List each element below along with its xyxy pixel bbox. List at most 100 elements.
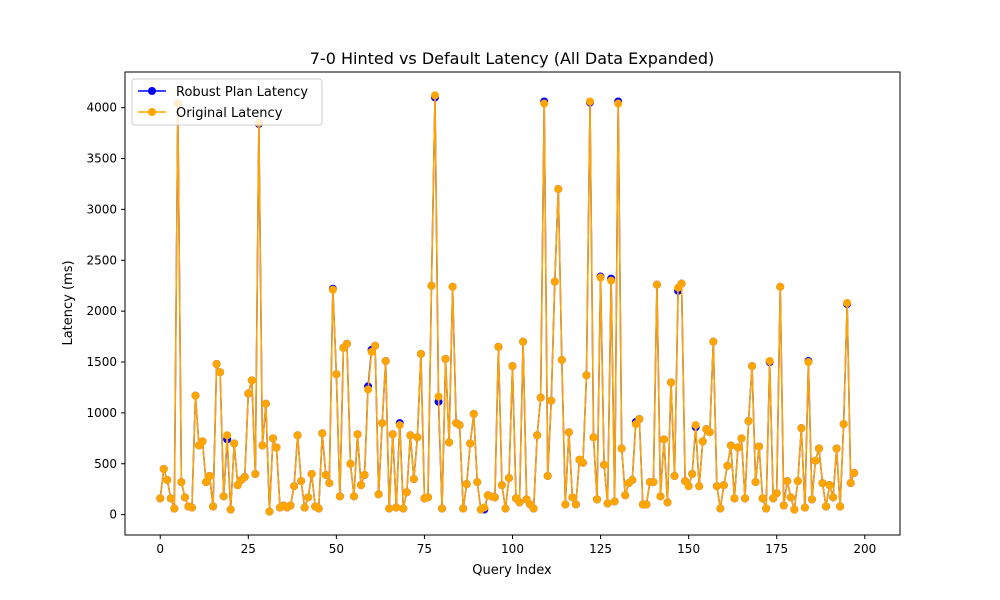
series-2-point bbox=[497, 481, 506, 490]
series-2-point bbox=[392, 503, 401, 512]
series-2-point bbox=[628, 476, 637, 485]
series-2-point bbox=[663, 498, 672, 507]
series-2-point bbox=[667, 378, 676, 387]
series-2-point bbox=[564, 428, 573, 437]
series-2-point bbox=[698, 437, 707, 446]
series-2-point bbox=[381, 356, 390, 365]
legend-label-1: Robust Plan Latency bbox=[176, 85, 308, 100]
series-2-point bbox=[314, 504, 323, 513]
series-2-point bbox=[202, 478, 211, 487]
series-2-point bbox=[755, 442, 764, 451]
series-2-point bbox=[399, 504, 408, 513]
series-2-point bbox=[459, 504, 468, 513]
series-2-point bbox=[737, 434, 746, 443]
series-2-point bbox=[409, 475, 418, 484]
series-2-point bbox=[504, 474, 513, 483]
x-tick-label: 75 bbox=[417, 542, 432, 556]
legend-marker-2 bbox=[148, 108, 156, 116]
plot-area: 0 25 50 75 100 125 150 175 200050010001500200025… bbox=[86, 71, 901, 556]
y-axis-label: Latency (ms) bbox=[61, 260, 76, 345]
series-2-point bbox=[431, 91, 439, 100]
series-2-point bbox=[691, 421, 700, 430]
y-tick-label: 2500 bbox=[86, 253, 117, 267]
series-2-point bbox=[346, 459, 355, 468]
series-2-point bbox=[261, 399, 270, 408]
x-tick-label: 175 bbox=[765, 542, 788, 556]
series-2-point bbox=[448, 282, 457, 291]
series-2-point bbox=[416, 349, 425, 358]
series-2-point bbox=[557, 355, 566, 364]
series-2-point bbox=[617, 444, 626, 453]
series-2-point bbox=[589, 433, 598, 442]
series-2-point bbox=[321, 470, 330, 479]
y-tick-label: 500 bbox=[94, 457, 117, 471]
series-2-point bbox=[825, 481, 834, 490]
series-2-point bbox=[209, 502, 218, 511]
series-2-point bbox=[797, 424, 806, 433]
series-2-point bbox=[187, 503, 196, 512]
series-2-point bbox=[297, 477, 306, 486]
series-2-point bbox=[600, 460, 609, 469]
series-2-point bbox=[240, 473, 249, 481]
series-2-point bbox=[716, 504, 725, 513]
series-2-point bbox=[610, 497, 619, 506]
series-2-point bbox=[219, 492, 228, 501]
series-2-point bbox=[751, 478, 760, 487]
series-2-point bbox=[554, 185, 563, 194]
series-2-point bbox=[684, 482, 693, 491]
series-2-point bbox=[198, 437, 207, 446]
x-tick-label: 100 bbox=[501, 542, 524, 556]
series-2-point bbox=[649, 478, 658, 487]
series-2-point bbox=[427, 281, 436, 290]
series-2-point bbox=[786, 493, 795, 502]
series-2-point bbox=[353, 430, 362, 439]
series-2-point bbox=[395, 421, 404, 430]
series-2-point bbox=[758, 494, 767, 503]
series-2-point bbox=[807, 495, 816, 504]
series-2-point bbox=[357, 481, 366, 490]
series-2-point bbox=[772, 489, 781, 498]
series-2-point bbox=[776, 282, 785, 291]
series-2-point bbox=[783, 477, 792, 486]
series-2-point bbox=[529, 504, 538, 513]
series-2-point bbox=[822, 502, 831, 511]
y-tick-label: 2000 bbox=[86, 304, 117, 318]
series-2-point bbox=[441, 354, 450, 363]
series-2-point bbox=[286, 501, 295, 510]
series-2-point bbox=[434, 392, 443, 401]
series-2-point bbox=[272, 443, 281, 452]
series-2-point bbox=[216, 368, 225, 377]
x-tick-label: 150 bbox=[677, 542, 700, 556]
series-2-point bbox=[712, 482, 721, 491]
legend-marker-1 bbox=[148, 87, 156, 95]
series-2-point bbox=[836, 502, 845, 511]
chart-title: 7-0 Hinted vs Default Latency (All Data … bbox=[310, 49, 715, 68]
series-2-point bbox=[494, 342, 503, 351]
series-2-point bbox=[741, 494, 749, 503]
series-2-point bbox=[642, 500, 651, 509]
series-2-point bbox=[304, 493, 313, 502]
legend-label-2: Original Latency bbox=[176, 106, 283, 121]
series-2-point bbox=[247, 376, 256, 385]
series-2-point bbox=[543, 471, 552, 480]
series-2-point bbox=[730, 494, 739, 503]
series-2-point bbox=[480, 503, 489, 512]
series-2-point bbox=[793, 477, 802, 486]
series-2-point bbox=[469, 409, 478, 418]
series-2-point bbox=[719, 481, 728, 490]
series-2-point bbox=[473, 478, 482, 487]
series-2-point bbox=[846, 479, 855, 488]
series-2-point bbox=[607, 276, 616, 285]
series-2-point bbox=[342, 339, 351, 348]
series-2-point bbox=[230, 439, 239, 448]
series-2-point bbox=[367, 347, 376, 356]
series-2-point bbox=[244, 389, 253, 398]
series-2-point bbox=[593, 495, 602, 504]
series-2-point bbox=[226, 505, 235, 514]
series-2-point bbox=[832, 444, 841, 453]
series-2-point bbox=[490, 493, 499, 502]
y-tick-label: 3000 bbox=[86, 202, 117, 216]
series-2-point bbox=[850, 468, 859, 477]
series-2-point bbox=[744, 417, 753, 426]
series-2-point bbox=[586, 97, 594, 106]
